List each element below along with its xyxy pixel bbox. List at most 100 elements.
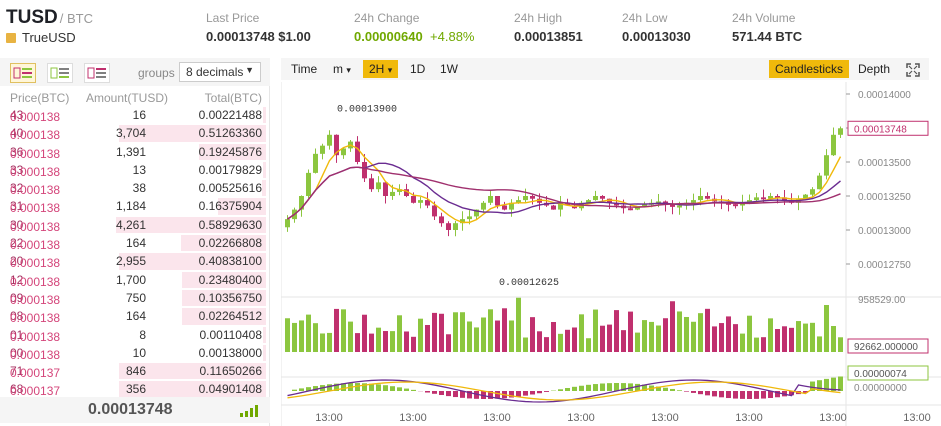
candle	[733, 204, 738, 207]
ask-amount: 164	[125, 309, 146, 324]
depth-button[interactable]: Depth	[858, 62, 891, 76]
ask-total: 0.00179829	[198, 162, 262, 177]
ask-row[interactable]: 0.000138 12 1,700 0.23480400	[0, 271, 270, 289]
ask-row[interactable]: 0.000137 68 356 0.04901408	[0, 380, 270, 398]
stat-last-price: Last Price 0.00013748 $1.00	[206, 11, 311, 44]
macd-bar	[355, 383, 360, 391]
candle	[628, 208, 633, 211]
ask-row[interactable]: 0.000138 33 13 0.00179829	[0, 161, 270, 179]
macd-tag-label: 0.00000074	[854, 369, 907, 380]
ask-row[interactable]: 0.000138 43 16 0.00221488	[0, 106, 270, 124]
interval-1w-button[interactable]: 1W	[440, 62, 458, 76]
volume-bar	[572, 327, 577, 352]
candle	[831, 134, 836, 156]
minute-interval-button[interactable]: m ▾	[327, 60, 357, 78]
interval-2h-button[interactable]: 2H ▾	[363, 60, 399, 78]
stat-value: 0.00013030	[622, 29, 691, 44]
ask-row[interactable]: 0.000138 22 164 0.02266808	[0, 234, 270, 252]
view-bids-button[interactable]	[47, 63, 73, 83]
volume-bar	[467, 321, 472, 352]
depth-bar	[218, 198, 266, 215]
candle	[775, 196, 780, 198]
macd-bar	[747, 391, 752, 399]
stat-24h-low: 24h Low 0.00013030	[622, 11, 691, 44]
volume-bar	[306, 314, 311, 352]
volume-bar	[411, 336, 416, 352]
macd-bar	[565, 388, 570, 391]
macd-bar	[663, 387, 668, 391]
macd-bar	[691, 391, 696, 393]
pair-name-label: TrueUSD	[22, 30, 76, 45]
macd-bar	[411, 389, 416, 391]
candle	[502, 205, 507, 210]
volume-bar	[740, 333, 745, 352]
macd-bar	[432, 391, 437, 394]
macd-bar	[838, 376, 843, 391]
macd-bar	[509, 391, 514, 398]
low-annotation: 0.00012625	[499, 278, 559, 289]
candle	[390, 191, 395, 196]
volume-bar	[502, 308, 507, 352]
interval-1d-button[interactable]: 1D	[410, 62, 426, 76]
stat-label: 24h High	[514, 11, 563, 25]
depth-bar	[119, 125, 266, 142]
ask-row[interactable]: 0.000138 30 4,261 0.58929630	[0, 216, 270, 234]
ask-row[interactable]: 0.000138 01 8 0.00110408	[0, 326, 270, 344]
chart-toolbar: Time m ▾ 2H ▾ 1D 1W Candlesticks Depth	[281, 58, 929, 80]
candle	[530, 196, 535, 199]
volume-bar	[670, 301, 675, 352]
ask-row[interactable]: 0.000138 36 1,391 0.19245876	[0, 143, 270, 161]
candle	[838, 128, 843, 135]
volume-bar	[544, 337, 549, 352]
macd-bar	[635, 383, 640, 391]
view-both-button[interactable]	[10, 63, 36, 83]
order-book-header: Price(BTC) Amount(TUSD) Total(BTC)	[0, 91, 270, 105]
candle	[355, 141, 360, 162]
ask-row[interactable]: 0.000138 32 38 0.00525616	[0, 179, 270, 197]
macd-bar	[614, 383, 619, 391]
volume-bar	[453, 312, 458, 352]
macd-bar	[712, 391, 717, 397]
ask-row[interactable]: 0.000138 31 1,184 0.16375904	[0, 197, 270, 215]
groups-select[interactable]: 8 decimals ▼	[179, 62, 261, 82]
ask-total: 0.40838100	[198, 254, 262, 269]
fullscreen-icon[interactable]	[906, 63, 920, 77]
ask-price: 0.000138 43	[10, 108, 61, 124]
ask-row[interactable]: 0.000138 00 10 0.00138000	[0, 344, 270, 362]
ask-row[interactable]: 0.000138 20 2,955 0.40838100	[0, 252, 270, 270]
ask-row[interactable]: 0.000138 40 3,704 0.51263360	[0, 124, 270, 142]
candlesticks-button[interactable]: Candlesticks	[769, 60, 850, 78]
volume-bar	[320, 333, 325, 352]
ask-amount: 16	[132, 108, 146, 122]
volume-bar	[747, 315, 752, 352]
time-tick-label: 13:00	[315, 412, 343, 424]
ask-row[interactable]: 0.000138 09 750 0.10356750	[0, 289, 270, 307]
ask-total: 0.00525616	[198, 181, 262, 196]
time-button[interactable]: Time	[291, 62, 318, 76]
macd-signal-line	[287, 381, 841, 401]
macd-bar	[292, 389, 297, 391]
candle	[453, 223, 458, 230]
macd-bar	[558, 389, 563, 391]
ask-row[interactable]: 0.000137 71 846 0.11650266	[0, 362, 270, 380]
volume-bar	[726, 316, 731, 352]
macd-bar	[600, 383, 605, 391]
depth-bar	[119, 363, 266, 380]
ask-row[interactable]: 0.000138 08 164 0.02264512	[0, 307, 270, 325]
ask-price: 0.000138 32	[10, 181, 61, 198]
pair-name[interactable]: TrueUSD	[6, 30, 76, 45]
volume-bar	[432, 312, 437, 352]
moving-average-line	[287, 162, 841, 220]
volume-bar	[691, 321, 696, 352]
candle	[362, 162, 367, 179]
volume-bar	[621, 330, 626, 352]
ask-total: 0.04901408	[198, 382, 262, 397]
macd-bar	[334, 383, 339, 391]
macd-bar	[460, 391, 465, 398]
candle	[656, 201, 661, 204]
candle	[614, 202, 619, 206]
view-asks-button[interactable]	[84, 63, 110, 83]
ask-amount: 2,955	[115, 254, 146, 269]
candle	[425, 200, 430, 206]
chart-plot[interactable]: 0.000140000.000137500.000135000.00013250…	[281, 82, 941, 426]
